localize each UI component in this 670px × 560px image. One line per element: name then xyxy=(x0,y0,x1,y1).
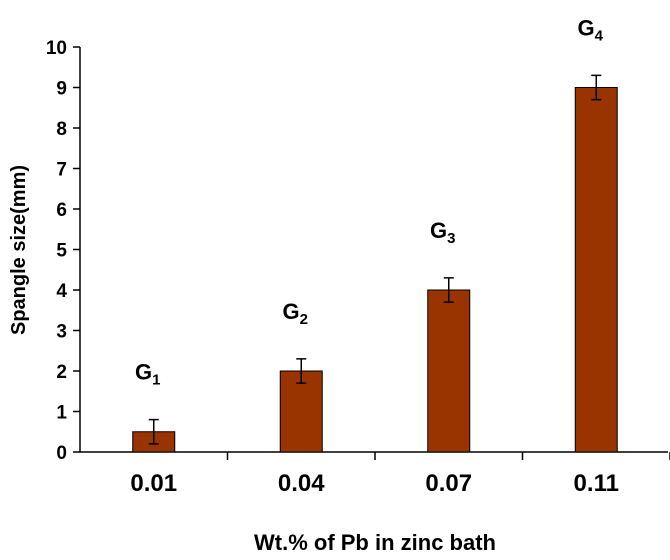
y-tick-label: 1 xyxy=(56,403,67,424)
error-bars-group xyxy=(148,74,602,445)
x-axis-title: Wt.% of Pb in zinc bath xyxy=(254,530,496,555)
y-tick-label: 6 xyxy=(56,200,67,221)
axes-group: 0 1 2 3 4 5 6 7 8 9 10 xyxy=(46,38,670,464)
x-tick-label: 0.11 xyxy=(574,470,619,497)
y-tick-label: 2 xyxy=(56,362,67,383)
bar xyxy=(574,87,618,453)
bar xyxy=(279,370,323,453)
y-tick-label: 5 xyxy=(56,241,67,262)
y-tick-label: 4 xyxy=(56,281,67,302)
y-tick-label: 3 xyxy=(56,322,67,343)
bar xyxy=(427,289,471,453)
y-tick-label: 9 xyxy=(56,79,67,100)
bars-group xyxy=(132,87,618,453)
bar-annotation: G3 xyxy=(430,218,455,247)
labels-group: 0.01 G1 0.04 G2 0.07 G3 0.11 G4 xyxy=(130,15,619,497)
y-axis-title: Spangle size(mm) xyxy=(8,165,30,335)
x-tick-label: 0.01 xyxy=(130,470,177,497)
y-tick-label: 10 xyxy=(46,38,67,59)
x-tick-label: 0.07 xyxy=(425,470,472,497)
y-tick-label: 8 xyxy=(56,119,67,140)
y-tick-label: 0 xyxy=(56,443,67,464)
bar-annotation: G1 xyxy=(135,360,160,389)
bar-annotation: G2 xyxy=(283,299,308,328)
y-tick-label: 7 xyxy=(56,160,67,181)
x-tick-label: 0.04 xyxy=(278,470,325,497)
bar-annotation: G4 xyxy=(578,15,604,44)
